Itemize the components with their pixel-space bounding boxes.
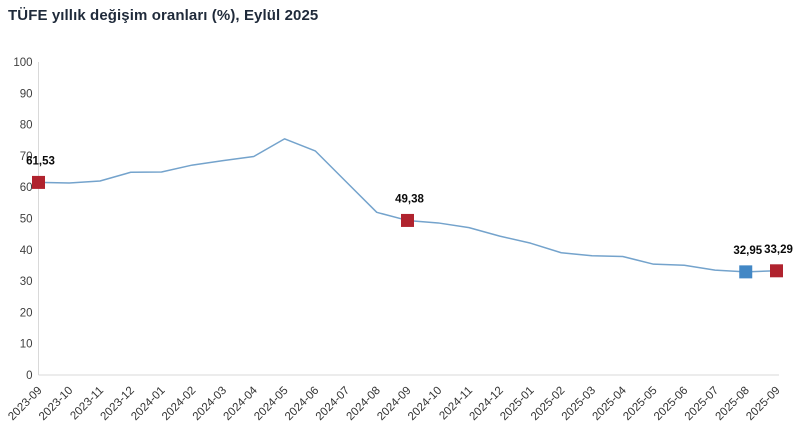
data-point-label: 32,95: [733, 245, 762, 257]
y-tick-label: 20: [20, 307, 33, 319]
y-tick-label: 30: [20, 276, 33, 288]
data-point-marker: [770, 264, 783, 278]
y-tick-label: 50: [20, 214, 33, 226]
data-point-marker: [401, 213, 414, 227]
y-tick-label: 80: [20, 120, 33, 132]
x-tick-label: 2024-10: [406, 385, 444, 423]
chart-title: TÜFE yıllık değişim oranları (%), Eylül …: [8, 7, 319, 24]
data-point-label: 49,38: [395, 193, 424, 205]
y-tick-label: 90: [20, 88, 33, 100]
x-tick-label: 2023-10: [37, 385, 75, 423]
data-point-label: 33,29: [764, 244, 793, 256]
y-tick-label: 60: [20, 182, 33, 194]
y-tick-label: 10: [20, 339, 33, 351]
y-tick-label: 100: [13, 57, 32, 69]
data-point-label: 61,53: [26, 155, 55, 167]
data-point-marker: [739, 265, 753, 279]
y-tick-label: 70: [20, 151, 33, 163]
data-point-marker: [32, 175, 45, 189]
y-tick-label: 40: [20, 245, 33, 257]
x-tick-label: 2025-09: [744, 385, 782, 423]
y-tick-label: 0: [26, 370, 32, 382]
